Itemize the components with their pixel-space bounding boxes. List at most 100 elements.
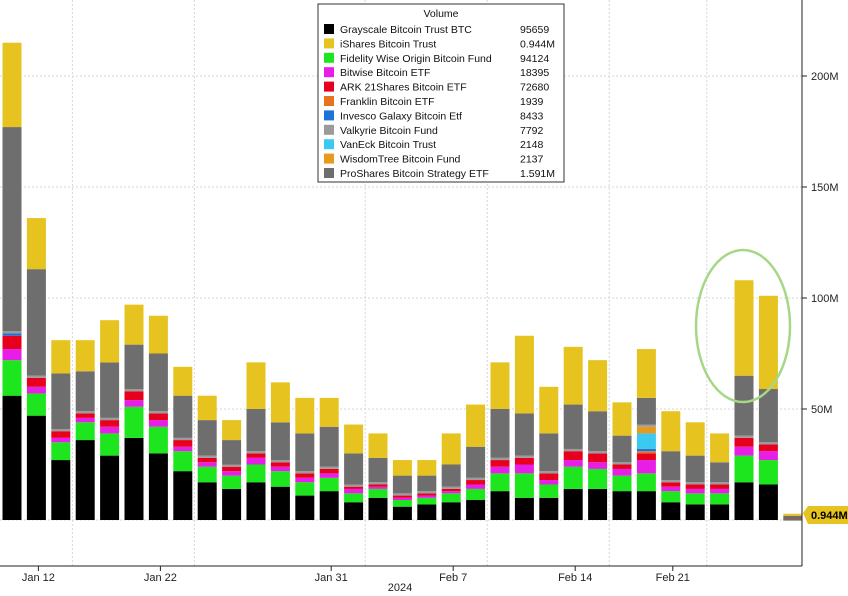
bar-stack — [319, 397, 339, 520]
bar-segment — [295, 473, 315, 478]
legend-item: iShares Bitcoin Trust 0.944M — [324, 38, 555, 50]
y-tick-label: 150M — [811, 182, 839, 194]
bar-segment — [100, 426, 120, 434]
legend-series-last-value: 7792 — [520, 125, 544, 137]
bar-stack — [661, 411, 681, 520]
legend-box — [317, 3, 565, 183]
bar-segment — [636, 397, 656, 425]
bar-stack — [124, 304, 144, 520]
bar-segment — [490, 473, 510, 492]
bar-segment — [588, 451, 608, 454]
bar-segment — [563, 460, 583, 467]
bar-segment — [612, 402, 632, 436]
bar-segment — [26, 393, 46, 416]
legend-series-last-value: 1939 — [520, 96, 544, 108]
bar-segment — [612, 435, 632, 463]
legend-title: Volume — [423, 8, 458, 20]
bar-segment — [783, 519, 803, 520]
legend-series-last-value: 72680 — [520, 82, 549, 94]
legend-series-last-value: 18395 — [520, 67, 549, 79]
bar-segment — [270, 460, 290, 463]
legend-item: ProShares Bitcoin Strategy ETF 1.591M — [324, 168, 555, 180]
legend-items: Grayscale Bitcoin Trust BTC 95659 iShares … — [324, 24, 555, 180]
legend-series-last-value: 2148 — [520, 139, 544, 151]
bar-segment — [2, 42, 22, 128]
bar-segment — [2, 349, 22, 361]
bar-segment — [270, 422, 290, 461]
bar-stack — [392, 460, 412, 520]
bar-segment — [100, 455, 120, 520]
legend-series-name: Invesco Galaxy Bitcoin Etf — [340, 110, 462, 122]
legend-series-last-value: 0.944M — [520, 38, 555, 50]
bar-segment — [563, 404, 583, 449]
legend-series-name: VanEck Bitcoin Trust — [340, 139, 436, 151]
bar-segment — [588, 411, 608, 452]
bar-segment — [734, 375, 754, 436]
bar-segment — [26, 269, 46, 376]
bar-segment — [539, 484, 559, 498]
bar-segment — [539, 473, 559, 481]
bar-segment — [392, 497, 412, 501]
bar-segment — [270, 471, 290, 487]
x-axis-year-label: 2024 — [388, 582, 412, 594]
bar-segment — [661, 411, 681, 452]
bar-segment — [734, 446, 754, 456]
bar-segment — [319, 468, 339, 474]
bar-segment — [758, 442, 778, 445]
bar-segment — [563, 346, 583, 405]
bar-segment — [588, 360, 608, 412]
bar-segment — [2, 335, 22, 350]
bar-segment — [685, 484, 705, 489]
y-axis-ticks: 50M 100M 150M 200M — [802, 71, 839, 416]
bar-segment — [783, 513, 803, 516]
bar-segment — [197, 457, 217, 463]
bar-segment — [392, 493, 412, 496]
bar-segment — [26, 375, 46, 378]
bar-segment — [417, 491, 437, 494]
bar-segment — [758, 460, 778, 485]
bar-segment — [368, 497, 388, 520]
legend-series-last-value: 8433 — [520, 110, 544, 122]
bar-segment — [710, 433, 730, 463]
bar-stack — [734, 280, 754, 520]
bar-segment — [148, 411, 168, 414]
bar-segment — [197, 455, 217, 458]
bar-segment — [685, 482, 705, 485]
bar-segment — [173, 471, 193, 520]
bar-stack — [100, 320, 120, 520]
bar-segment — [490, 491, 510, 520]
bar-stack — [173, 366, 193, 520]
bar-segment — [514, 457, 534, 465]
bar-segment — [490, 457, 510, 461]
bar-segment — [295, 471, 315, 474]
legend-swatch — [324, 153, 334, 164]
bar-segment — [563, 488, 583, 520]
bar-segment — [734, 482, 754, 520]
bar-segment — [734, 455, 754, 483]
bar-segment — [734, 437, 754, 447]
bar-segment — [490, 460, 510, 467]
bar-stack — [26, 218, 46, 520]
bar-stack — [441, 433, 461, 520]
bar-segment — [197, 482, 217, 520]
bar-segment — [222, 471, 242, 476]
bar-segment — [466, 404, 486, 447]
bar-segment — [466, 477, 486, 481]
bar-segment — [685, 455, 705, 483]
bar-segment — [685, 488, 705, 494]
bar-segment — [514, 473, 534, 498]
bar-segment — [246, 482, 266, 520]
bar-segment — [173, 366, 193, 396]
x-axis-ticks: Jan 12 Jan 22 Jan 31 Feb 7 Feb 14 Feb 21 — [22, 566, 690, 584]
bar-segment — [222, 475, 242, 489]
bar-segment — [490, 466, 510, 474]
bar-segment — [636, 451, 656, 454]
bar-segment — [710, 462, 730, 483]
legend-series-name: Grayscale Bitcoin Trust BTC — [340, 24, 472, 36]
bar-stack — [2, 42, 22, 520]
bar-segment — [75, 371, 95, 412]
bar-segment — [2, 331, 22, 334]
legend-series-name: Bitwise Bitcoin ETF — [340, 67, 430, 79]
bar-segment — [368, 486, 388, 489]
legend-swatch — [324, 139, 334, 150]
